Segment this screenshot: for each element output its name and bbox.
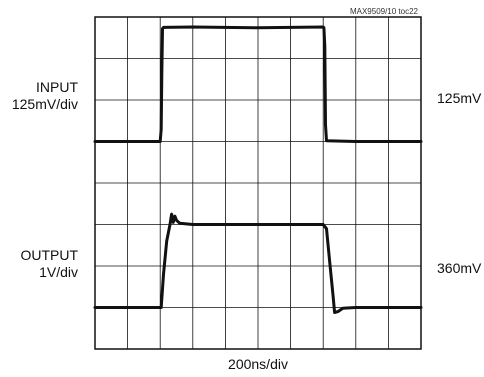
output-marker-label: 360mV	[437, 260, 482, 276]
output-channel-label: OUTPUT	[20, 247, 78, 263]
input-channel-label: INPUT	[36, 79, 78, 95]
x-axis-label: 200ns/div	[228, 356, 288, 372]
input-scale-label: 125mV/div	[11, 96, 78, 112]
output-scale-label: 1V/div	[39, 264, 78, 280]
figure-id: MAX9509/10 toc22	[349, 7, 418, 16]
input-trace	[93, 25, 423, 143]
input-marker-label: 125mV	[437, 90, 482, 106]
traces	[93, 25, 423, 314]
output-trace	[93, 212, 423, 314]
grid-lines	[95, 17, 421, 349]
